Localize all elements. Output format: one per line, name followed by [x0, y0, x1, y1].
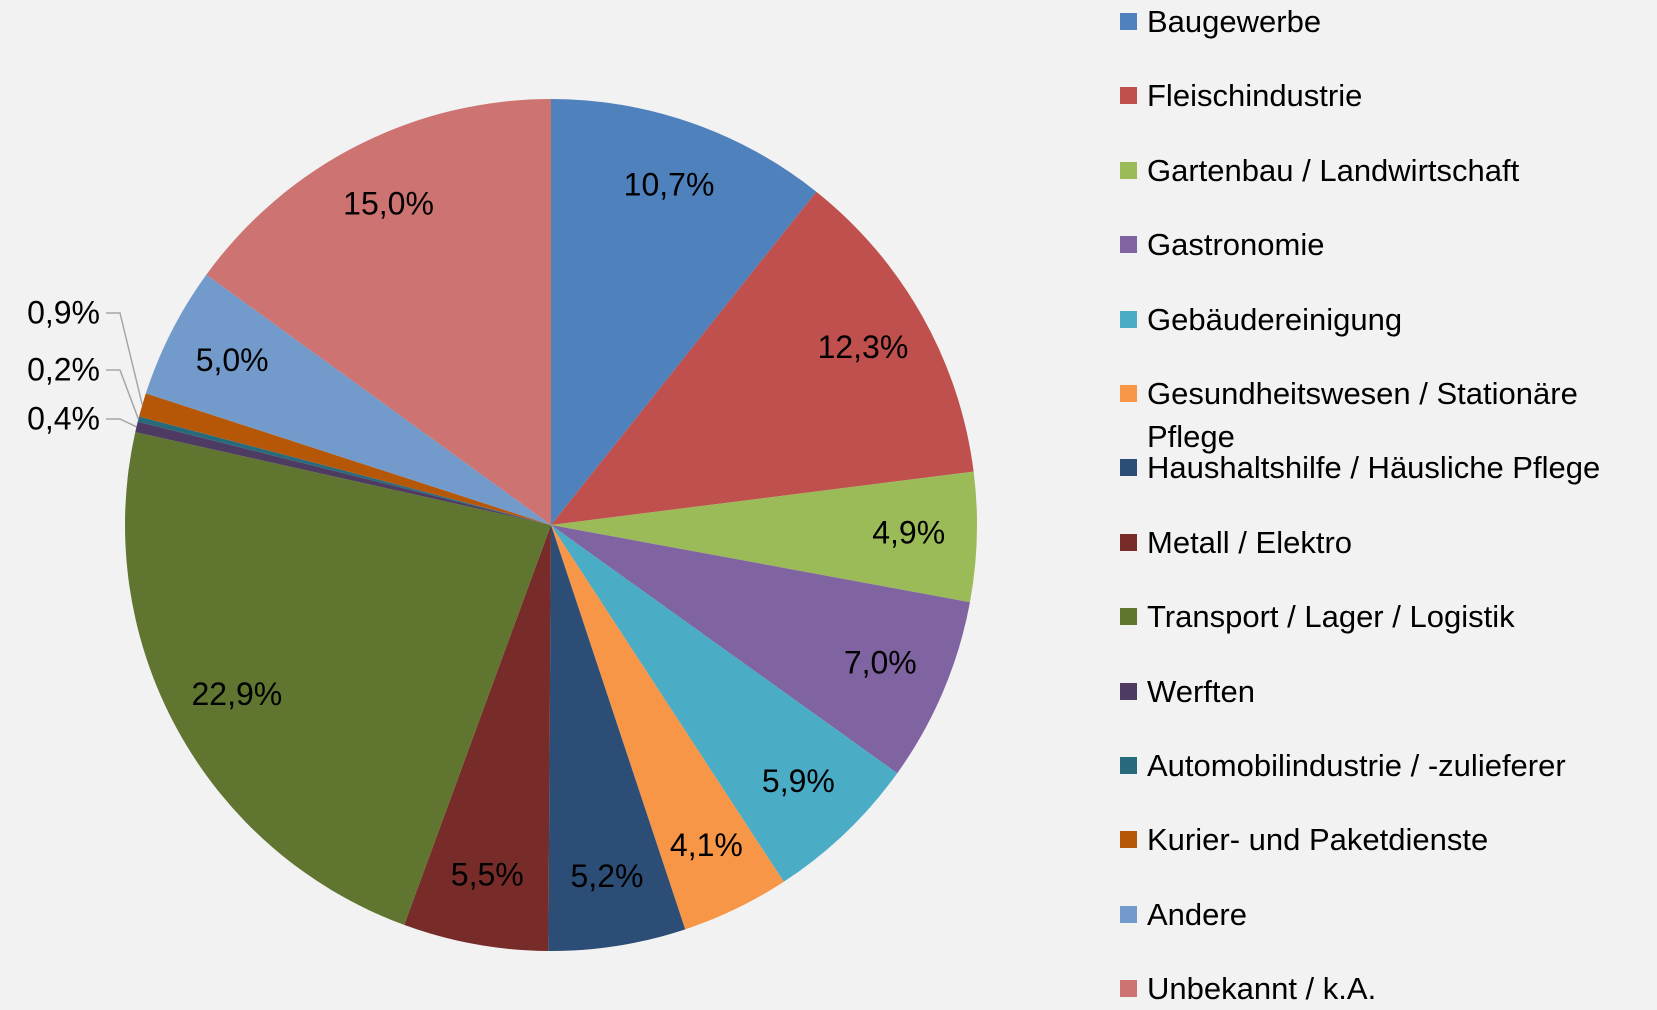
- legend-item: Unbekannt / k.A.: [1120, 967, 1650, 1010]
- legend-item: Baugewerbe: [1120, 0, 1650, 43]
- legend-label: Gartenbau / Landwirtschaft: [1147, 152, 1520, 188]
- data-label: 4,1%: [670, 827, 743, 863]
- legend-label: Andere: [1147, 896, 1247, 932]
- data-label: 7,0%: [844, 645, 917, 681]
- data-label: 0,4%: [27, 400, 100, 436]
- legend-swatch: [1120, 533, 1137, 551]
- legend-swatch: [1120, 905, 1137, 923]
- legend-label: Automobilindustrie / -zulieferer: [1147, 748, 1566, 783]
- data-label: 5,9%: [762, 763, 835, 799]
- legend-swatch: [1120, 682, 1137, 700]
- data-label: 5,0%: [196, 342, 269, 378]
- legend-item: Kurier- und Paketdienste: [1120, 818, 1650, 861]
- pie-slice: [135, 421, 551, 525]
- legend-swatch: [1120, 13, 1137, 30]
- legend-item: Gastronomie: [1120, 223, 1650, 266]
- data-label: 4,9%: [872, 515, 945, 551]
- legend-item: Gebäudereinigung: [1120, 298, 1650, 341]
- legend-item: Werften: [1120, 670, 1650, 713]
- legend-label: Gesundheitswesen / Stationäre Pflege: [1147, 376, 1578, 454]
- legend-label: Fleischindustrie: [1147, 78, 1363, 114]
- leader-line: [106, 312, 144, 406]
- legend-swatch: [1120, 161, 1137, 179]
- pie-slice: [551, 525, 898, 882]
- pie-slice: [124, 432, 552, 925]
- legend-item: Haushaltshilfe / Häusliche Pflege: [1120, 446, 1650, 489]
- data-label: 15,0%: [343, 186, 434, 222]
- data-label: 0,2%: [27, 351, 100, 387]
- legend-label: Gastronomie: [1147, 227, 1325, 263]
- legend-label: Gebäudereinigung: [1147, 301, 1403, 337]
- data-label: 10,7%: [624, 167, 715, 203]
- pie-slice: [551, 99, 817, 525]
- pie-area: 10,7% 12,3% 4,9% 7,0% 5,9% 4,1% 5,2% 5,5% 22,9% 0…: [27, 98, 977, 951]
- pie-slice: [206, 98, 551, 525]
- pie-slice: [551, 525, 784, 930]
- pie-slice: [551, 525, 970, 774]
- legend-label: Haushaltshilfe / Häusliche Pflege: [1147, 450, 1601, 486]
- legend-item: Transport / Lager / Logistik: [1120, 595, 1650, 638]
- legend-item: Andere: [1120, 893, 1650, 936]
- legend-label: Unbekannt / k.A.: [1147, 971, 1377, 1007]
- legend-label: Transport / Lager / Logistik: [1147, 599, 1515, 635]
- legend-label: Baugewerbe: [1147, 4, 1322, 39]
- legend-swatch: [1120, 310, 1137, 328]
- legend-swatch: [1120, 236, 1137, 254]
- legend-item: Metall / Elektro: [1120, 521, 1650, 564]
- pie-slice: [139, 393, 551, 525]
- legend-label: Metall / Elektro: [1147, 524, 1353, 560]
- legend-item: Gartenbau / Landwirtschaft: [1120, 149, 1650, 192]
- pie-slice: [145, 274, 552, 525]
- pie-slice: [548, 525, 686, 951]
- legend-swatch: [1120, 385, 1137, 402]
- legend-label: Werften: [1147, 673, 1255, 709]
- legend-item: Automobilindustrie / -zulieferer: [1120, 744, 1650, 787]
- leader-line: [106, 369, 140, 420]
- pie-slice: [404, 525, 551, 951]
- legend-swatch: [1120, 87, 1137, 105]
- data-label: 22,9%: [192, 676, 283, 712]
- data-label: 5,5%: [451, 857, 524, 893]
- pie-slice: [551, 471, 977, 603]
- legend-label: Kurier- und Paketdienste: [1147, 822, 1489, 858]
- legend-item: Gesundheitswesen / Stationäre Pflege: [1120, 372, 1650, 458]
- data-label: 12,3%: [818, 329, 909, 365]
- legend-swatch: [1120, 831, 1137, 849]
- leader-line: [106, 418, 137, 428]
- data-label: 5,2%: [571, 858, 644, 894]
- legend-item: Fleischindustrie: [1120, 74, 1650, 117]
- legend-swatch: [1120, 608, 1137, 626]
- legend-swatch: [1120, 459, 1137, 477]
- data-label: 0,9%: [27, 294, 100, 330]
- pie-slice: [137, 416, 551, 525]
- legend-swatch: [1120, 980, 1137, 998]
- legend-swatch: [1120, 757, 1137, 774]
- pie-slice: [551, 191, 974, 525]
